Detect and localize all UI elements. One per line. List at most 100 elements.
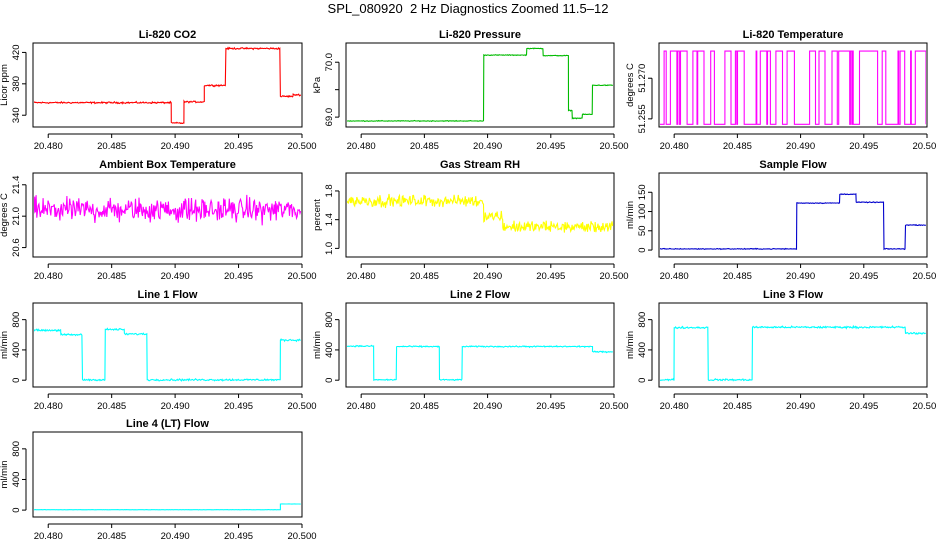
- chart-title: Li-820 Pressure: [439, 29, 521, 41]
- x-tick-label: 20.495: [536, 271, 565, 282]
- x-tick-label: 20.500: [287, 141, 316, 152]
- y-tick-label: 150: [637, 184, 648, 200]
- x-tick-label: 20.490: [473, 141, 502, 152]
- x-tick-label: 20.490: [473, 401, 502, 412]
- chart-title: Line 2 Flow: [450, 289, 510, 301]
- data-series-line: [660, 50, 926, 125]
- y-axis-title: ml/min: [0, 331, 10, 359]
- y-tick-label: 0: [11, 378, 22, 383]
- plot-frame: [32, 42, 303, 128]
- chart-panel-6: Sample Flow 20.480 20.485 20.490 20.495 20.50…: [625, 159, 936, 282]
- y-tick-label: 21.4: [11, 176, 22, 195]
- x-tick-label: 20.495: [536, 141, 565, 152]
- plot-frame: [345, 172, 615, 258]
- chart-panel-5: Gas Stream RH 20.480 20.485 20.490 20.495 20.…: [312, 159, 629, 282]
- x-tick-label: 20.480: [660, 271, 689, 282]
- x-tick-label: 20.485: [97, 141, 126, 152]
- y-axis-title: degrees C: [625, 63, 636, 107]
- x-tick-label: 20.480: [34, 531, 63, 540]
- x-tick-label: 20.490: [161, 401, 190, 412]
- y-tick-label: 1.8: [324, 184, 335, 197]
- y-tick-label: 0: [637, 247, 648, 252]
- chart-title: Li-820 CO2: [139, 29, 196, 41]
- x-tick-label: 20.500: [599, 271, 628, 282]
- data-series-line: [34, 46, 301, 125]
- y-tick-label: 800: [11, 441, 22, 457]
- y-tick-label: 400: [11, 342, 22, 358]
- x-tick-label: 20.500: [287, 531, 316, 540]
- plot-frame: [345, 42, 615, 128]
- data-series-line: [660, 324, 926, 382]
- y-tick-label: 380: [11, 76, 22, 92]
- y-tick-label: 1.4: [324, 213, 335, 226]
- x-tick-label: 20.495: [849, 141, 878, 152]
- chart-panel-9: Line 3 Flow 20.480 20.485 20.490 20.495 20.50…: [625, 289, 936, 412]
- x-tick-label: 20.480: [660, 141, 689, 152]
- x-tick-label: 20.485: [97, 271, 126, 282]
- figure-title: SPL_080920 2 Hz Diagnostics Zoomed 11.5–…: [327, 1, 609, 16]
- x-tick-label: 20.490: [786, 401, 815, 412]
- plot-frame: [658, 302, 928, 388]
- data-series-line: [347, 344, 613, 382]
- x-tick-label: 20.485: [97, 531, 126, 540]
- y-tick-label: 20.6: [11, 238, 22, 257]
- chart-panel-4: Ambient Box Temperature 20.480 20.485 20.49…: [0, 159, 317, 282]
- chart-panel-10: Line 4 (LT) Flow 20.480 20.485 20.490 20.495…: [0, 418, 317, 540]
- x-tick-label: 20.500: [912, 401, 936, 412]
- data-series-line: [347, 193, 613, 234]
- y-tick-label: 100: [637, 204, 648, 220]
- x-tick-label: 20.480: [660, 401, 689, 412]
- y-tick-label: 400: [324, 342, 335, 358]
- y-tick-label: 0: [324, 378, 335, 383]
- y-axis-title: percent: [312, 199, 323, 231]
- y-tick-label: 69.0: [324, 108, 335, 127]
- data-series-line: [34, 194, 301, 226]
- data-series-line: [660, 193, 926, 251]
- y-axis-title: ml/min: [312, 331, 323, 359]
- chart-title: Line 1 Flow: [138, 289, 198, 301]
- x-tick-label: 20.485: [723, 401, 752, 412]
- x-tick-label: 20.480: [34, 271, 63, 282]
- x-tick-label: 20.480: [347, 141, 376, 152]
- x-tick-label: 20.485: [410, 271, 439, 282]
- y-tick-label: 800: [11, 312, 22, 328]
- x-tick-label: 20.490: [786, 271, 815, 282]
- plot-frame: [658, 172, 928, 258]
- x-tick-label: 20.480: [347, 401, 376, 412]
- plot-frame: [345, 302, 615, 388]
- x-tick-label: 20.485: [410, 401, 439, 412]
- y-tick-label: 1.0: [324, 242, 335, 255]
- x-tick-label: 20.480: [34, 401, 63, 412]
- chart-title: Line 3 Flow: [763, 289, 823, 301]
- y-axis-title: Licor ppm: [0, 64, 10, 106]
- chart-title: Li-820 Temperature: [743, 29, 844, 41]
- y-tick-label: 400: [11, 472, 22, 488]
- chart-panel-7: Line 1 Flow 20.480 20.485 20.490 20.495 20.50…: [0, 289, 317, 412]
- x-tick-label: 20.500: [599, 401, 628, 412]
- x-tick-label: 20.490: [161, 271, 190, 282]
- chart-title: Gas Stream RH: [440, 159, 520, 171]
- plot-frame: [32, 172, 303, 258]
- data-series-line: [347, 47, 613, 123]
- x-tick-label: 20.495: [849, 271, 878, 282]
- chart-panel-8: Line 2 Flow 20.480 20.485 20.490 20.495 20.50…: [312, 289, 629, 412]
- y-tick-label: 800: [637, 312, 648, 328]
- y-tick-label: 21.0: [11, 207, 22, 226]
- chart-title: Line 4 (LT) Flow: [126, 418, 209, 430]
- plot-frame: [32, 431, 303, 518]
- x-tick-label: 20.485: [723, 141, 752, 152]
- x-tick-label: 20.485: [723, 271, 752, 282]
- x-tick-label: 20.495: [224, 141, 253, 152]
- x-tick-label: 20.495: [224, 531, 253, 540]
- chart-panel-1: Li-820 CO2 20.480 20.485 20.490 20.495 20.500…: [0, 29, 317, 152]
- chart-panel-3: Li-820 Temperature 20.480 20.485 20.490 20.4…: [625, 29, 936, 152]
- data-series-line: [34, 327, 301, 382]
- x-tick-label: 20.490: [161, 141, 190, 152]
- y-tick-label: 51.270: [637, 64, 648, 93]
- y-tick-label: 400: [637, 342, 648, 358]
- x-tick-label: 20.500: [599, 141, 628, 152]
- x-tick-label: 20.495: [536, 401, 565, 412]
- x-tick-label: 20.500: [287, 401, 316, 412]
- x-tick-label: 20.490: [161, 531, 190, 540]
